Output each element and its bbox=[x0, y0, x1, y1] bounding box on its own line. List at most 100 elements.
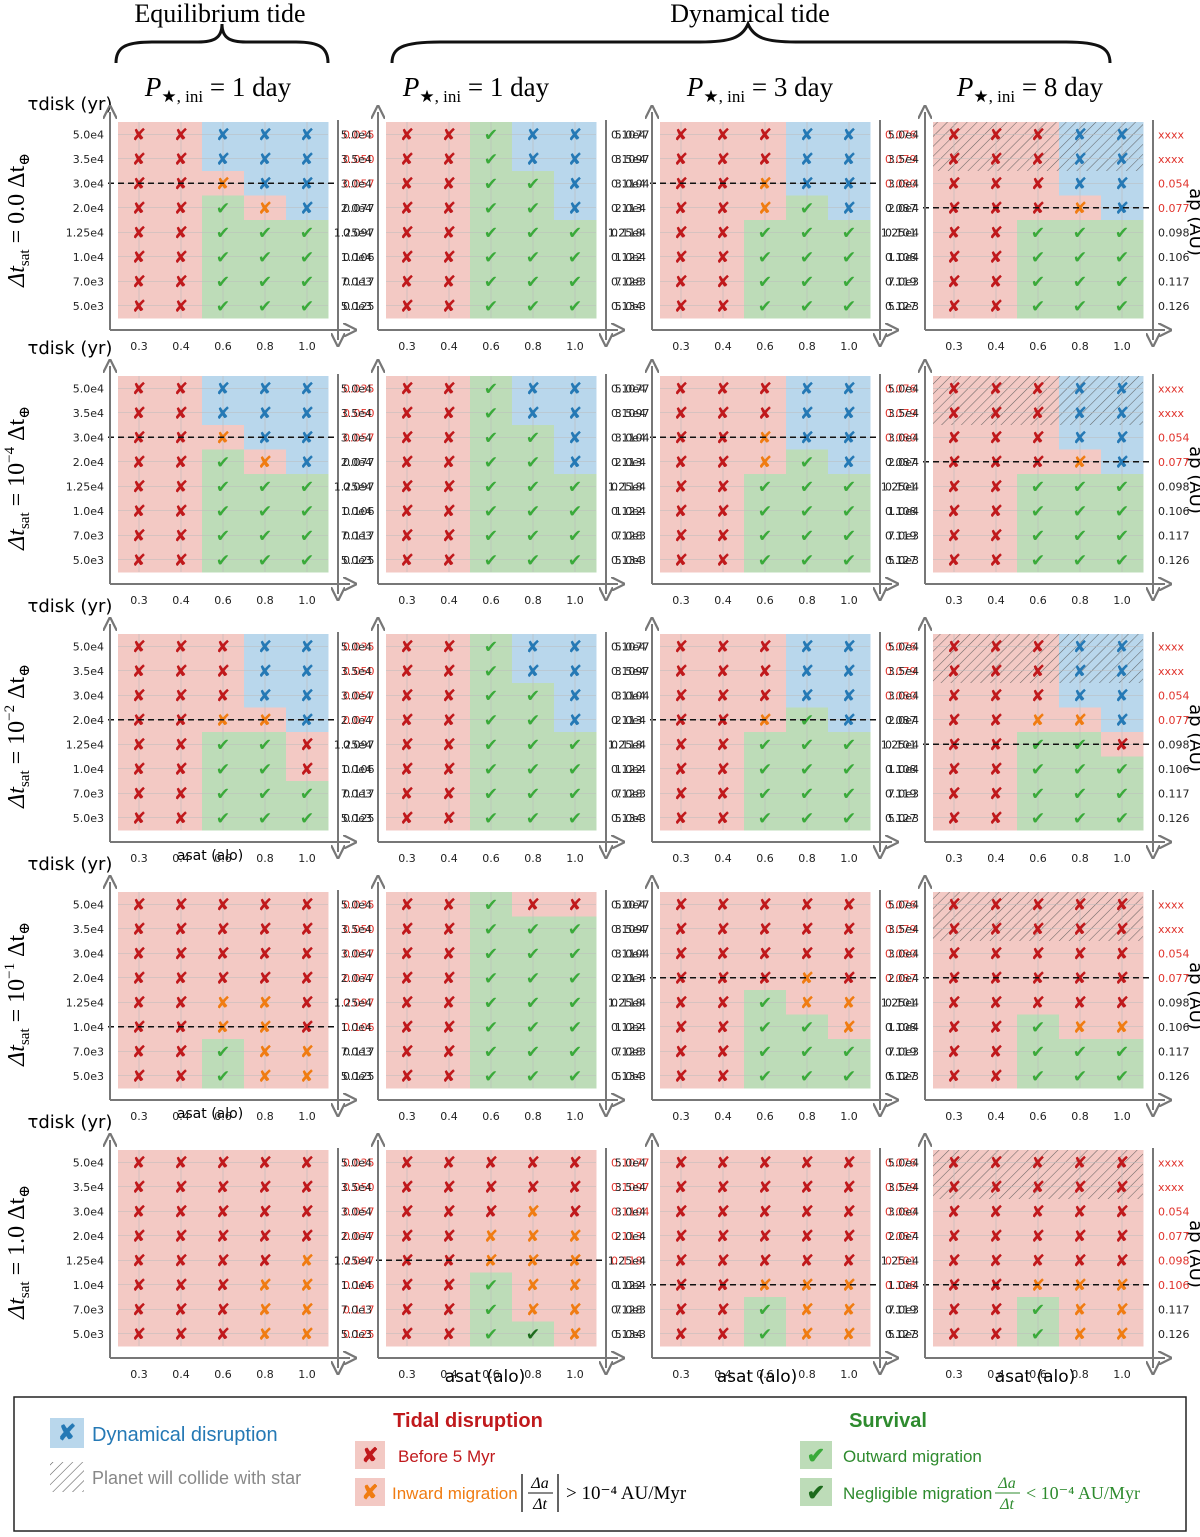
cell-mark: ✘ bbox=[716, 1067, 730, 1087]
cell-mark: ✘ bbox=[1115, 404, 1129, 424]
x-tick-label: 1.0 bbox=[298, 852, 316, 865]
cell-mark: ✔ bbox=[1115, 1042, 1129, 1062]
y-tick-label: 1.0e4 bbox=[73, 763, 104, 776]
cell-mark: ✘ bbox=[947, 199, 961, 219]
cell-mark: ✔ bbox=[526, 686, 540, 706]
x-axis-title: asat (alo) bbox=[995, 1367, 1076, 1387]
cell-mark: ✔ bbox=[842, 502, 856, 522]
y-tick-label: 3.5e4 bbox=[73, 407, 104, 420]
cell-mark: ✘ bbox=[258, 174, 272, 194]
cell-mark: ✘ bbox=[716, 1153, 730, 1173]
y-tick-label: 7.0e3 bbox=[615, 1303, 646, 1316]
cell-mark: ✔ bbox=[568, 297, 582, 317]
cell-mark: ✔ bbox=[1031, 760, 1045, 780]
ap-tick-label: 0.054 bbox=[1158, 177, 1190, 190]
cell-mark: ✘ bbox=[716, 404, 730, 424]
cell-mark: ✘ bbox=[989, 1153, 1003, 1173]
cell-mark: ✔ bbox=[300, 223, 314, 243]
y-tick-label: 2.0e4 bbox=[341, 714, 372, 727]
x-tick-label: 0.4 bbox=[440, 852, 458, 865]
cell-mark: ✘ bbox=[132, 223, 146, 243]
cell-mark: ✘ bbox=[132, 784, 146, 804]
ap-tick-label: 0.076 bbox=[885, 128, 917, 141]
cell-mark: ✘ bbox=[1073, 379, 1087, 399]
cell-mark: ✔ bbox=[1115, 248, 1129, 268]
cell-mark: ✘ bbox=[989, 551, 1003, 571]
cell-mark: ✘ bbox=[1073, 1202, 1087, 1222]
cell-mark: ✘ bbox=[758, 453, 772, 473]
cell-mark: ✘ bbox=[758, 920, 772, 940]
cell-mark: ✘ bbox=[216, 1325, 230, 1345]
cell-mark: ✘ bbox=[842, 944, 856, 964]
cell-mark: ✘ bbox=[1031, 379, 1045, 399]
cell-mark: ✔ bbox=[526, 993, 540, 1013]
x-tick-label: 0.3 bbox=[130, 1110, 148, 1123]
ap-tick-label: 0.122 bbox=[611, 251, 643, 264]
cell-mark: ✘ bbox=[400, 477, 414, 497]
cell-mark: ✘ bbox=[442, 272, 456, 292]
ap-tick-label: 0.080 bbox=[885, 177, 917, 190]
cell-mark: ✘ bbox=[947, 223, 961, 243]
cell-mark: ✘ bbox=[400, 453, 414, 473]
y-tick-label: 1.0e4 bbox=[888, 505, 919, 518]
ap-tick-label: 0.125 bbox=[343, 300, 375, 313]
y-tick-label: 2.0e4 bbox=[888, 972, 919, 985]
y-tick-label: 3.0e4 bbox=[888, 947, 919, 960]
cell-mark: ✔ bbox=[526, 174, 540, 194]
ap-tick-label: 0.126 bbox=[1158, 1070, 1190, 1083]
y-tick-label: 5.0e4 bbox=[341, 1156, 372, 1169]
cell-mark: ✔ bbox=[526, 272, 540, 292]
cell-mark: ✘ bbox=[800, 1276, 814, 1296]
y-axis-title: τdisk (yr) bbox=[28, 1112, 113, 1133]
y-tick-label: 7.0e3 bbox=[888, 1045, 919, 1058]
y-tick-label: 7.0e3 bbox=[73, 1303, 104, 1316]
x-tick-label: 0.6 bbox=[482, 1368, 500, 1381]
cell-mark: ✔ bbox=[526, 1018, 540, 1038]
cell-mark: ✘ bbox=[300, 944, 314, 964]
cell-mark: ✘ bbox=[258, 379, 272, 399]
cell-mark: ✘ bbox=[842, 662, 856, 682]
y-tick-label: 2.0e4 bbox=[615, 972, 646, 985]
cell-mark: ✘ bbox=[947, 404, 961, 424]
cell-mark: ✘ bbox=[1115, 969, 1129, 989]
y-tick-label: 1.0e4 bbox=[615, 763, 646, 776]
cell-mark: ✘ bbox=[300, 150, 314, 170]
cell-mark: ✔ bbox=[800, 199, 814, 219]
cell-mark: ✘ bbox=[1073, 125, 1087, 145]
cell-mark: ✘ bbox=[1073, 404, 1087, 424]
y-tick-label: 5.0e3 bbox=[615, 554, 646, 567]
cell-mark: ✔ bbox=[1073, 784, 1087, 804]
panel: ✘ ✘ ✘ ✘ ✘ ✘ ✘ ✘ ✘ ✘ ✘ ✘ ✘ ✘ ✘ ✘ ✘ ✘ ✘ ✘ ✘ ✘ ✔ ✔ ✔ ✘ ✘ ✔ ✔ ✔ ✘ ✘ ✔ ✔ ✔ ✘ ✘ ✔ ✔ ✔… bbox=[881, 366, 1190, 607]
panel: ✘ ✘ ✘ ✘ ✘ ✘ ✘ ✘ ✘ ✘ ✘ ✘ ✘ ✘ ✘ ✘ ✘ ✘ ✔ ✘ ✘ ✘ ✔ ✔ ✔ ✘ ✘ ✔ ✔ ✔ ✘ ✘ ✔ ✔ ✔ ✘ ✘ ✔ ✔ ✔… bbox=[608, 366, 917, 607]
x-tick-label: 0.4 bbox=[987, 1368, 1005, 1381]
cell-mark: ✔ bbox=[758, 526, 772, 546]
cell-mark: ✘ bbox=[132, 477, 146, 497]
cell-mark: ✘ bbox=[989, 248, 1003, 268]
cell-mark: ✘ bbox=[947, 1202, 961, 1222]
x-tick-label: 1.0 bbox=[1113, 594, 1131, 607]
y-tick-label: 3.0e4 bbox=[341, 689, 372, 702]
y-tick-label: 1.0e4 bbox=[615, 505, 646, 518]
cell-mark: ✘ bbox=[132, 1042, 146, 1062]
y-tick-label: 3.0e4 bbox=[73, 689, 104, 702]
cell-mark: ✘ bbox=[842, 1153, 856, 1173]
cell-mark: ✔ bbox=[568, 248, 582, 268]
ap-tick-label: 0.128 bbox=[611, 275, 643, 288]
cell-mark: ✘ bbox=[1031, 125, 1045, 145]
ap-tick-label: 0.098 bbox=[1158, 996, 1190, 1009]
row-label: Δtsat = 10−1 Δt⊕ bbox=[2, 922, 33, 1067]
y-tick-label: 1.0e4 bbox=[888, 1021, 919, 1034]
cell-mark: ✘ bbox=[174, 920, 188, 940]
cell-mark: ✘ bbox=[947, 125, 961, 145]
cell-mark: ✘ bbox=[716, 1227, 730, 1247]
cell-mark: ✘ bbox=[526, 1202, 540, 1222]
cell-mark: ✘ bbox=[758, 150, 772, 170]
ap-tick-label: 0.106 bbox=[1158, 1279, 1190, 1292]
cell-mark: ✔ bbox=[484, 920, 498, 940]
cell-mark: ✔ bbox=[300, 297, 314, 317]
cell-mark: ✘ bbox=[300, 1153, 314, 1173]
x-tick-label: 0.4 bbox=[440, 1110, 458, 1123]
cell-mark: ✘ bbox=[258, 453, 272, 473]
cell-mark: ✘ bbox=[989, 1202, 1003, 1222]
cell-mark: ✘ bbox=[758, 174, 772, 194]
